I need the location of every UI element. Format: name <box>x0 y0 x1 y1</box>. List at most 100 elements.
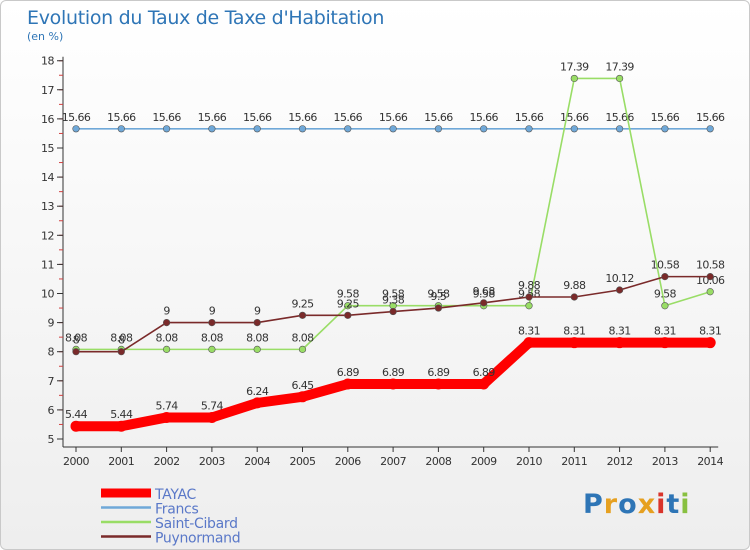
data-label-francs: 15.66 <box>605 111 634 124</box>
x-tick-label: 2003 <box>199 455 225 468</box>
data-point-tayac <box>432 378 444 390</box>
data-label-tayac: 6.45 <box>291 379 314 392</box>
data-point-francs <box>706 125 714 133</box>
data-label-puynormand: 9.38 <box>382 294 405 307</box>
x-tick-label: 2013 <box>652 455 678 468</box>
data-point-francs <box>72 125 80 133</box>
data-label-francs: 15.66 <box>515 111 544 124</box>
data-point-puynormand <box>253 319 261 327</box>
y-tick-label: 5 <box>48 433 55 446</box>
x-tick-label: 2010 <box>516 455 542 468</box>
x-tick-label: 2006 <box>335 455 361 468</box>
data-point-saint-cibard <box>344 302 352 310</box>
data-label-saint-cibard: 9.58 <box>427 288 450 301</box>
logo-letter: P <box>583 489 604 520</box>
data-point-tayac <box>523 337 535 349</box>
data-label-saint-cibard: 17.39 <box>560 60 589 73</box>
data-point-saint-cibard <box>208 345 216 353</box>
data-label-saint-cibard: 9.58 <box>382 288 405 301</box>
y-tick-label: 6 <box>48 404 55 417</box>
data-label-francs: 15.66 <box>288 111 317 124</box>
data-point-francs <box>434 125 443 133</box>
data-label-tayac: 8.31 <box>699 325 721 338</box>
data-label-puynormand: 10.12 <box>605 272 634 285</box>
data-point-saint-cibard <box>525 302 533 310</box>
logo-letter: o <box>618 489 638 520</box>
x-tick-label: 2004 <box>244 455 270 468</box>
data-point-saint-cibard <box>163 345 171 353</box>
data-point-francs <box>298 125 307 133</box>
data-label-tayac: 5.74 <box>201 399 224 412</box>
chart-title: Evolution du Taux de Taxe d'Habitation <box>27 7 385 29</box>
x-tick-label: 2012 <box>607 455 633 468</box>
data-label-puynormand: 8 <box>118 334 125 347</box>
data-point-puynormand <box>117 348 125 356</box>
y-tick-label: 14 <box>41 171 54 184</box>
legend-label-saint-cibard: Saint-Cibard <box>155 516 238 532</box>
logo-letter: r <box>603 489 619 520</box>
y-tick-label: 17 <box>41 84 54 97</box>
data-point-francs <box>163 125 171 133</box>
unit-label: (en %) <box>27 30 64 43</box>
data-label-francs: 15.66 <box>696 111 725 124</box>
data-point-puynormand <box>72 348 80 356</box>
data-point-tayac <box>659 337 671 349</box>
data-label-francs: 15.66 <box>62 111 91 124</box>
data-point-saint-cibard <box>615 74 624 83</box>
data-point-francs <box>525 125 533 133</box>
data-label-puynormand: 8 <box>73 334 80 347</box>
logo-letter: x <box>637 489 657 520</box>
x-tick-label: 2007 <box>380 455 406 468</box>
data-label-tayac: 6.24 <box>246 385 269 398</box>
data-label-francs: 15.66 <box>107 111 136 124</box>
data-label-puynormand: 9.88 <box>563 279 586 292</box>
data-label-francs: 15.66 <box>334 111 363 124</box>
data-label-tayac: 8.31 <box>563 325 585 338</box>
data-point-tayac <box>206 411 218 423</box>
data-label-puynormand: 9.5 <box>431 290 447 303</box>
data-point-saint-cibard <box>570 74 578 83</box>
data-point-puynormand <box>434 304 443 312</box>
y-tick-label: 7 <box>48 375 55 388</box>
x-tick-label: 2011 <box>561 455 587 468</box>
data-label-francs: 15.66 <box>424 111 453 124</box>
data-label-tayac: 6.89 <box>337 366 360 379</box>
y-tick-label: 10 <box>41 288 54 301</box>
y-tick-label: 8 <box>48 346 55 359</box>
x-tick-label: 2014 <box>697 455 723 468</box>
data-point-saint-cibard <box>706 288 714 296</box>
data-label-tayac: 8.31 <box>654 325 676 338</box>
data-point-tayac <box>614 337 626 349</box>
x-tick-label: 2005 <box>290 455 316 468</box>
y-tick-label: 9 <box>48 317 55 330</box>
data-point-puynormand <box>344 311 352 319</box>
data-point-saint-cibard <box>253 345 261 353</box>
data-point-tayac <box>297 391 308 403</box>
data-point-puynormand <box>615 286 624 294</box>
data-label-saint-cibard: 8.08 <box>156 331 179 344</box>
data-label-saint-cibard: 8.08 <box>201 331 224 344</box>
y-tick-label: 11 <box>41 258 54 271</box>
data-point-francs <box>661 125 669 133</box>
data-label-tayac: 6.89 <box>382 366 405 379</box>
data-label-saint-cibard: 9.58 <box>654 288 677 301</box>
data-point-puynormand <box>208 319 216 327</box>
data-point-francs <box>615 125 624 133</box>
data-point-tayac <box>568 337 580 349</box>
y-tick-label: 15 <box>41 142 54 155</box>
data-label-tayac: 6.89 <box>427 366 450 379</box>
data-label-saint-cibard: 8.08 <box>110 331 133 344</box>
y-tick-label: 12 <box>41 229 54 242</box>
data-label-puynormand: 10.58 <box>651 259 680 272</box>
legend-label-puynormand: Puynormand <box>155 531 240 547</box>
data-point-puynormand <box>163 319 171 327</box>
data-label-tayac: 5.44 <box>110 408 133 421</box>
data-point-francs <box>117 125 125 133</box>
data-label-puynormand: 9 <box>163 305 170 318</box>
data-point-saint-cibard <box>298 345 307 353</box>
data-label-puynormand: 9 <box>254 305 261 318</box>
data-point-puynormand <box>706 273 714 281</box>
x-tick-label: 2009 <box>471 455 497 468</box>
y-tick-label: 13 <box>41 200 54 213</box>
